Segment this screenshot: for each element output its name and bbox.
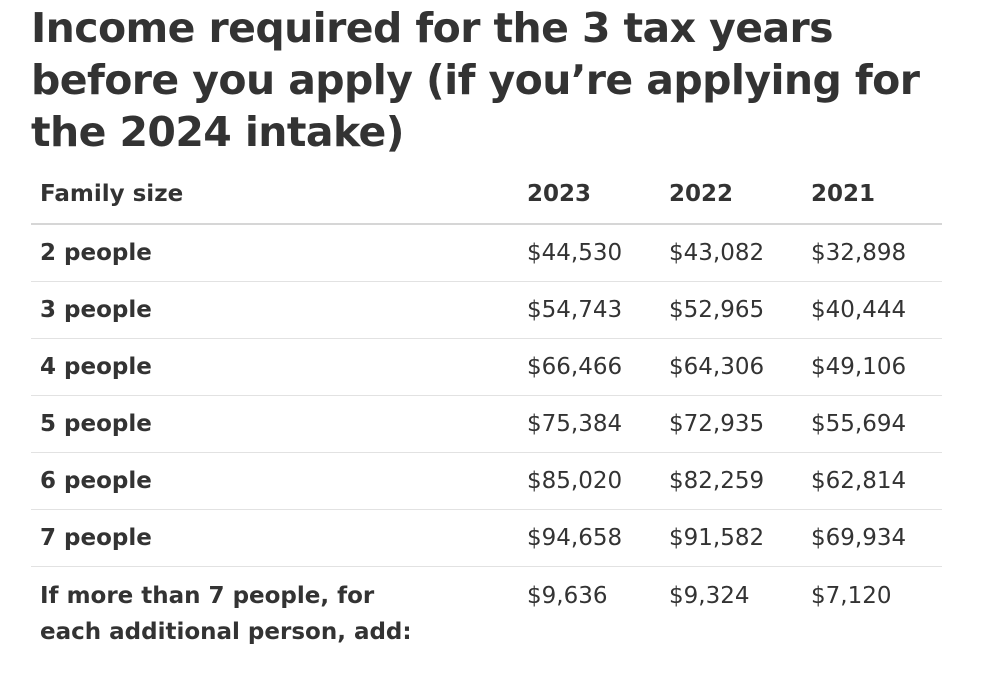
- table-row-additional-person: If more than 7 people, for each addition…: [31, 567, 942, 651]
- income-2022-cell: $9,324: [669, 583, 750, 609]
- income-2023-cell: $44,530: [518, 224, 660, 282]
- family-size-cell: 2 people: [31, 224, 518, 282]
- table-row: 3 people $54,743 $52,965 $40,444: [31, 281, 942, 339]
- income-2021-cell: $32,898: [802, 224, 942, 282]
- table-row: 2 people $44,530 $43,082 $32,898: [31, 224, 942, 282]
- income-2021-cell: $40,444: [802, 281, 942, 339]
- family-size-cell: 7 people: [31, 509, 518, 567]
- income-2021-cell: $55,694: [802, 395, 942, 453]
- table-row: 6 people $85,020 $82,259 $62,814: [31, 452, 942, 510]
- table-row: 5 people $75,384 $72,935 $55,694: [31, 395, 942, 453]
- income-2022-cell: $43,082: [660, 224, 802, 282]
- income-2022-cell: $91,582: [660, 509, 802, 567]
- income-2021-cell: $69,934: [802, 509, 942, 567]
- income-2021-cell: $7,120: [811, 583, 892, 609]
- income-2023-cell: $54,743: [518, 281, 660, 339]
- column-header-2021: 2021: [802, 166, 942, 225]
- family-size-cell: 3 people: [31, 281, 518, 339]
- additional-person-label-line1: If more than 7 people, for: [40, 583, 375, 609]
- page-heading: Income required for the 3 tax years befo…: [31, 4, 920, 156]
- table-header-row: Family size 2023 2022 2021: [31, 166, 942, 225]
- income-2022-cell: $72,935: [660, 395, 802, 453]
- income-2023-cell: $9,636: [527, 583, 608, 609]
- additional-person-label: If more than 7 people, for each addition…: [31, 567, 518, 651]
- income-2023-cell: $75,384: [518, 395, 660, 453]
- income-2021-cell: $49,106: [802, 338, 942, 396]
- family-size-cell: 6 people: [31, 452, 518, 510]
- income-2021-cell: $62,814: [802, 452, 942, 510]
- income-2023-cell: $66,466: [518, 338, 660, 396]
- income-2023-cell: $85,020: [518, 452, 660, 510]
- family-size-cell: 5 people: [31, 395, 518, 453]
- income-2022-cell: $52,965: [660, 281, 802, 339]
- income-2022-cell: $64,306: [660, 338, 802, 396]
- family-size-cell: 4 people: [31, 338, 518, 396]
- income-requirements-table: Family size 2023 2022 2021 2 people $44,…: [31, 166, 942, 650]
- income-2022-cell: $82,259: [660, 452, 802, 510]
- column-header-2022: 2022: [660, 166, 802, 225]
- table-row: 7 people $94,658 $91,582 $69,934: [31, 509, 942, 567]
- income-2023-cell: $94,658: [518, 509, 660, 567]
- additional-person-label-line2: each additional person, add:: [40, 619, 412, 645]
- column-header-family-size: Family size: [31, 166, 518, 225]
- table-row: 4 people $66,466 $64,306 $49,106: [31, 338, 942, 396]
- column-header-2023: 2023: [518, 166, 660, 225]
